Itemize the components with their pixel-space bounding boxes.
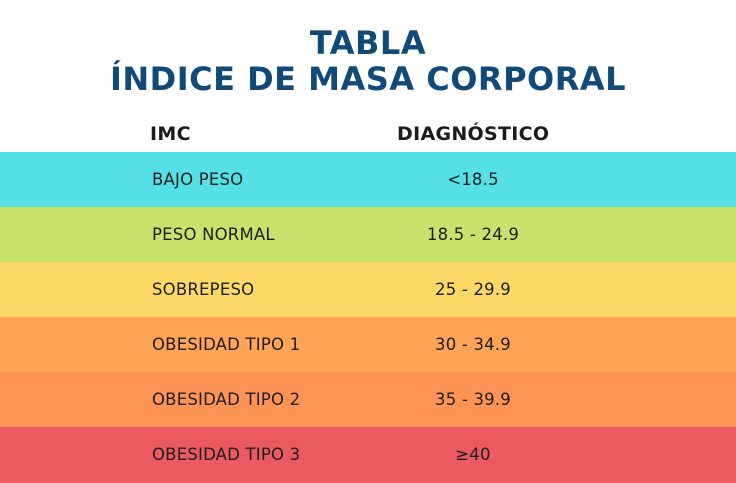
- column-header-imc: IMC: [150, 123, 191, 145]
- table-row-obesidad-tipo-2: OBESIDAD TIPO 2 35 - 39.9: [0, 372, 736, 427]
- table-row-bajo-peso: BAJO PESO <18.5: [0, 152, 736, 207]
- page-title-line-2: ÍNDICE DE MASA CORPORAL: [109, 60, 627, 98]
- table-header: IMC DIAGNÓSTICO: [0, 120, 736, 148]
- row-label: SOBREPESO: [152, 280, 255, 299]
- table-row-peso-normal: PESO NORMAL 18.5 - 24.9: [0, 207, 736, 262]
- table-row-obesidad-tipo-3: OBESIDAD TIPO 3 ≥40: [0, 427, 736, 483]
- page-title-line-1: TABLA: [309, 24, 427, 62]
- row-range: ≥40: [455, 445, 491, 464]
- row-label: BAJO PESO: [152, 170, 244, 189]
- row-range: <18.5: [447, 170, 499, 189]
- row-range: 35 - 39.9: [435, 390, 511, 409]
- row-label: OBESIDAD TIPO 2: [152, 390, 301, 409]
- column-header-diagnostico: DIAGNÓSTICO: [397, 123, 550, 145]
- row-range: 18.5 - 24.9: [426, 225, 520, 244]
- table-row-obesidad-tipo-1: OBESIDAD TIPO 1 30 - 34.9: [0, 317, 736, 372]
- row-label: OBESIDAD TIPO 3: [152, 445, 301, 464]
- row-range: 25 - 29.9: [435, 280, 511, 299]
- row-label: PESO NORMAL: [152, 225, 275, 244]
- row-range: 30 - 34.9: [435, 335, 511, 354]
- bmi-table: BAJO PESO <18.5 PESO NORMAL 18.5 - 24.9 …: [0, 152, 736, 483]
- row-label: OBESIDAD TIPO 1: [152, 335, 301, 354]
- table-row-sobrepeso: SOBREPESO 25 - 29.9: [0, 262, 736, 317]
